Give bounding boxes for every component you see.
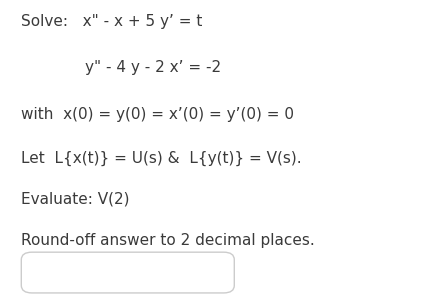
- Text: Solve:   x" - x + 5 y’ = t: Solve: x" - x + 5 y’ = t: [21, 14, 203, 29]
- Text: with  x(0) = y(0) = x’(0) = y’(0) = 0: with x(0) = y(0) = x’(0) = y’(0) = 0: [21, 107, 294, 122]
- Text: Round-off answer to 2 decimal places.: Round-off answer to 2 decimal places.: [21, 233, 315, 248]
- Text: Evaluate: V(2): Evaluate: V(2): [21, 192, 130, 207]
- Text: Let  L{x(t)} = U(s) &  L{y(t)} = V(s).: Let L{x(t)} = U(s) & L{y(t)} = V(s).: [21, 151, 302, 166]
- FancyBboxPatch shape: [21, 252, 234, 293]
- Text: y" - 4 y - 2 x’ = -2: y" - 4 y - 2 x’ = -2: [85, 60, 222, 76]
